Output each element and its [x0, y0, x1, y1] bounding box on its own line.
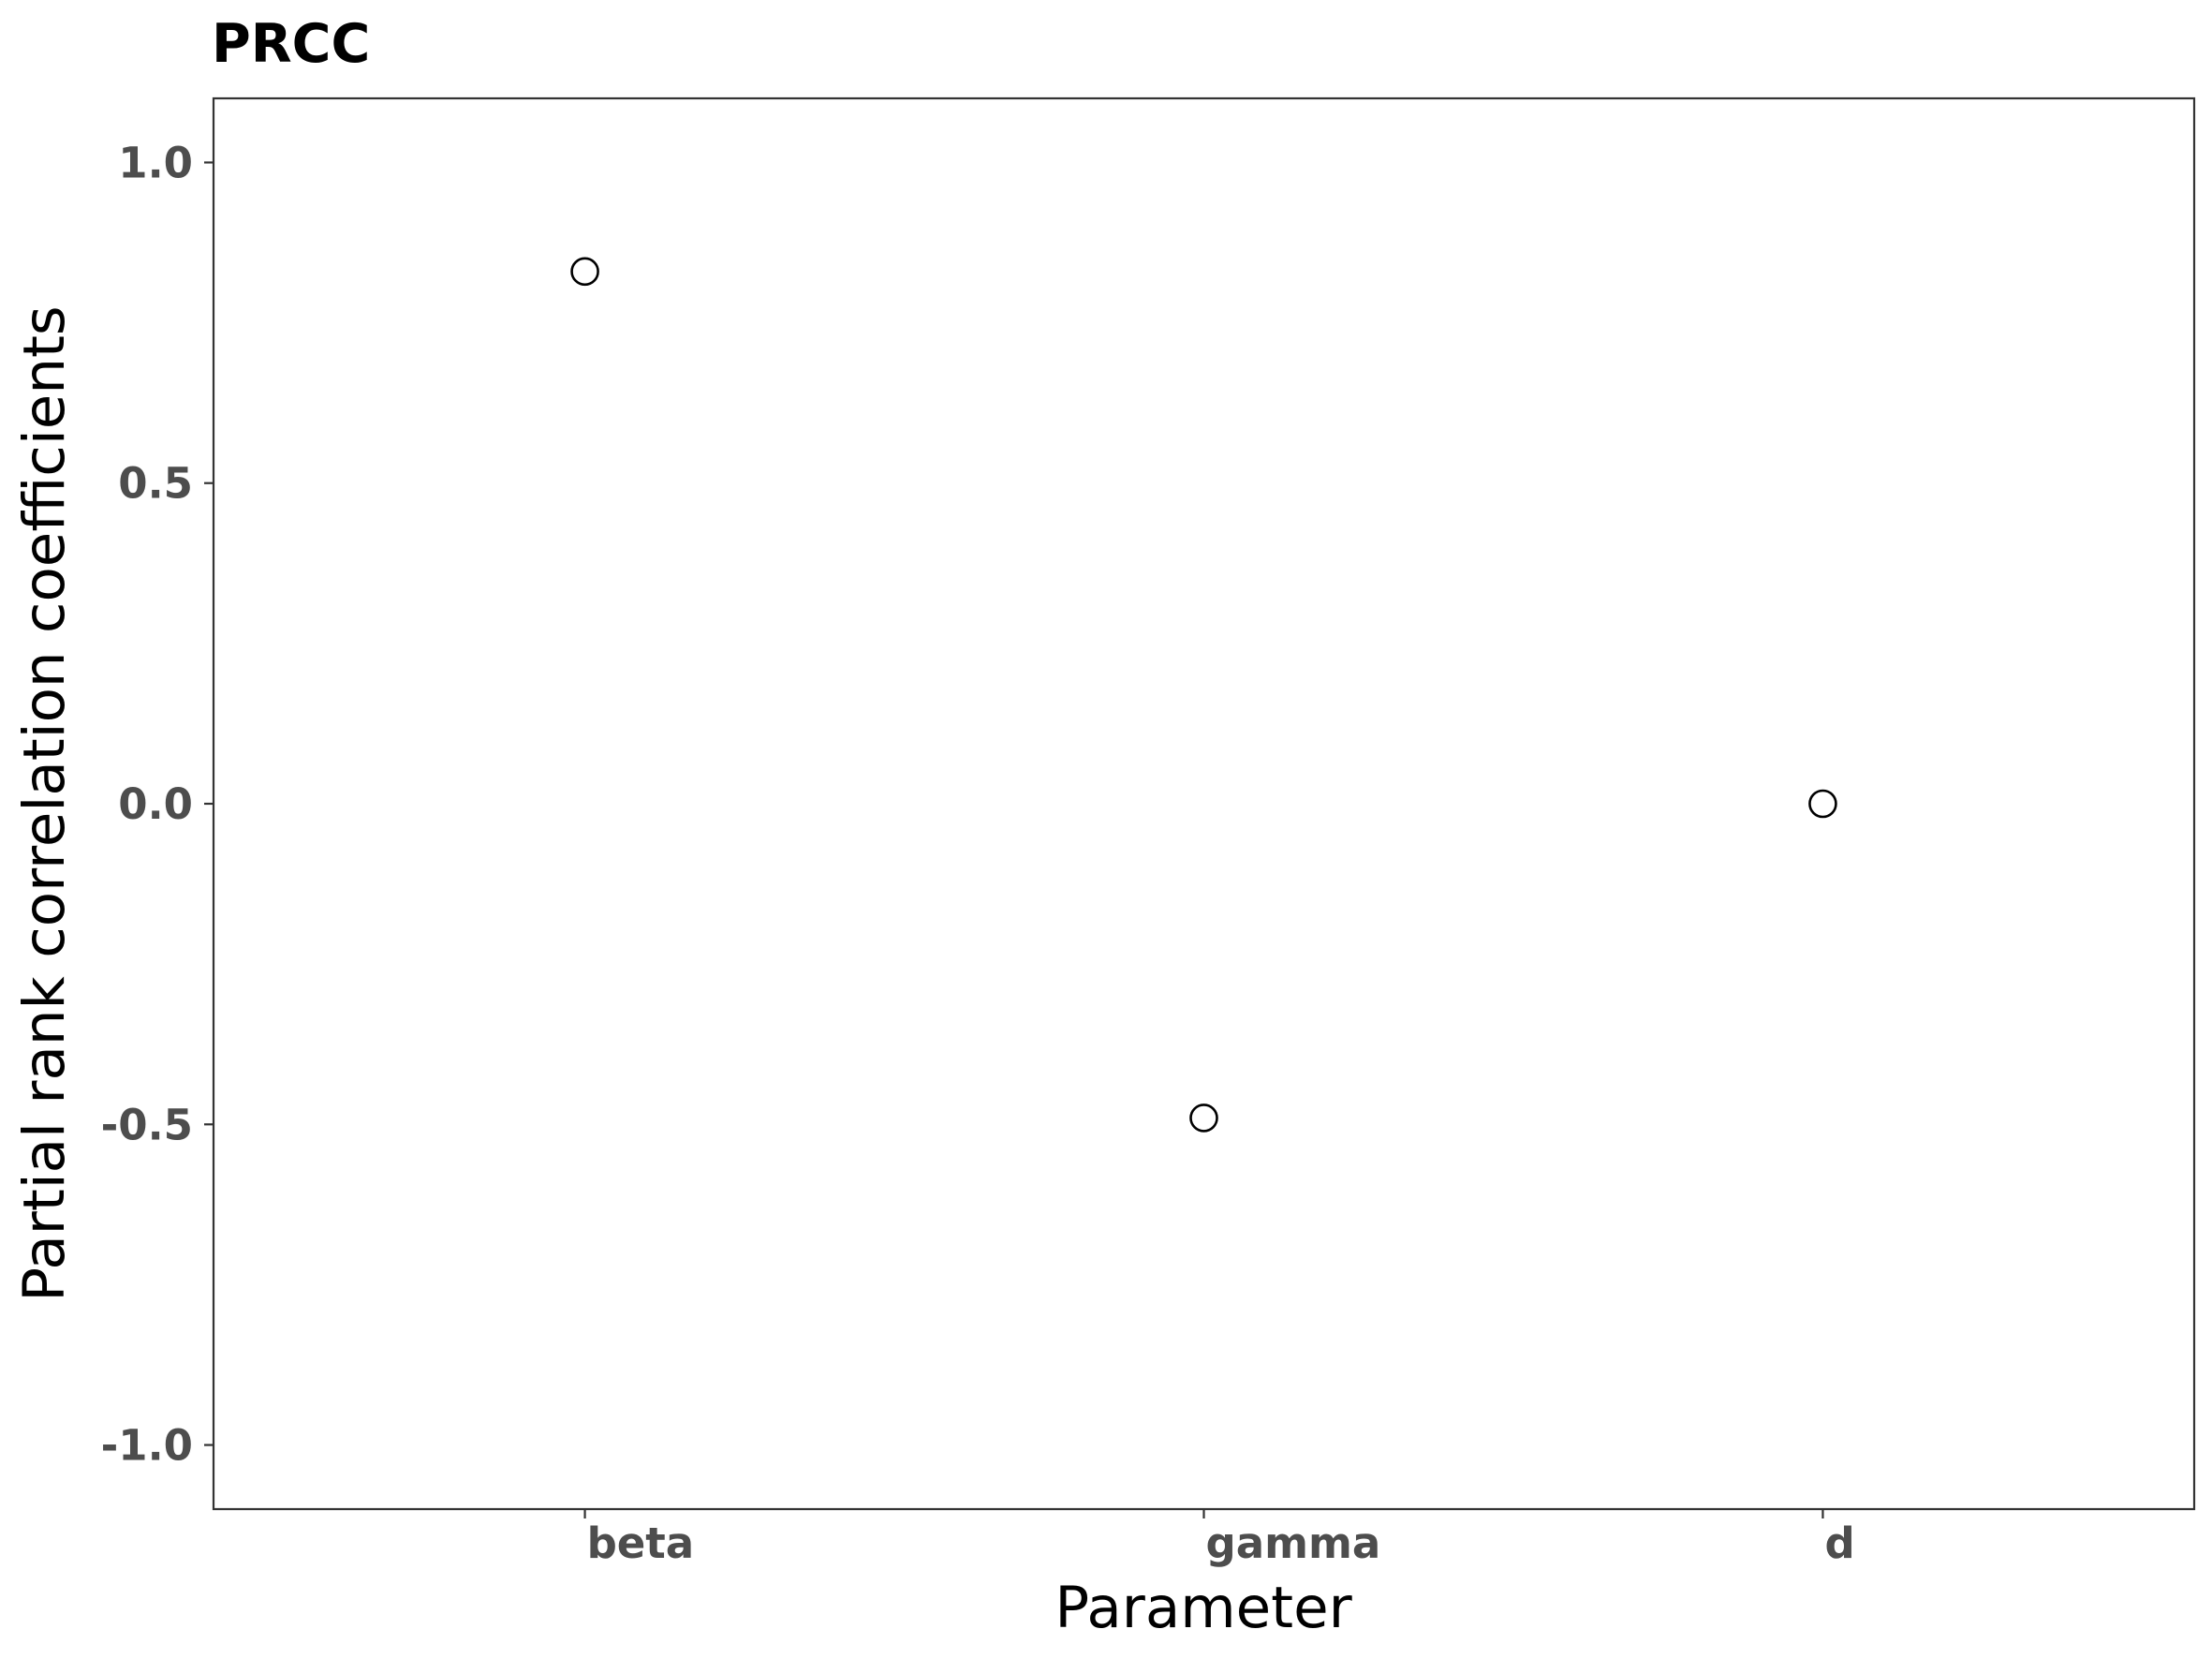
y-tick-label: -0.5: [101, 1100, 193, 1149]
y-tick-label: 1.0: [118, 138, 193, 187]
x-tick-label-gamma: gamma: [1206, 1518, 1381, 1568]
data-point-beta: [570, 257, 599, 287]
plot-frame: [212, 96, 2196, 1511]
x-tick-label-beta: beta: [587, 1518, 695, 1568]
data-point-d: [1808, 789, 1837, 819]
y-axis-title: Partial rank correlation coefficients: [11, 305, 78, 1301]
y-tick-label: -1.0: [101, 1421, 193, 1471]
x-axis-title: Parameter: [1054, 1575, 1352, 1641]
data-point-gamma: [1189, 1104, 1218, 1133]
x-axis: beta gamma d: [583, 1509, 1855, 1568]
y-tick-label: 0.0: [118, 779, 193, 829]
y-tick-label: 0.5: [118, 459, 193, 509]
y-axis: 1.0 0.5 0.0 -0.5 -1.0: [101, 138, 214, 1471]
chart-title: PRCC: [212, 13, 370, 75]
x-tick-label-d: d: [1824, 1518, 1854, 1568]
data-points: [570, 257, 1837, 1133]
